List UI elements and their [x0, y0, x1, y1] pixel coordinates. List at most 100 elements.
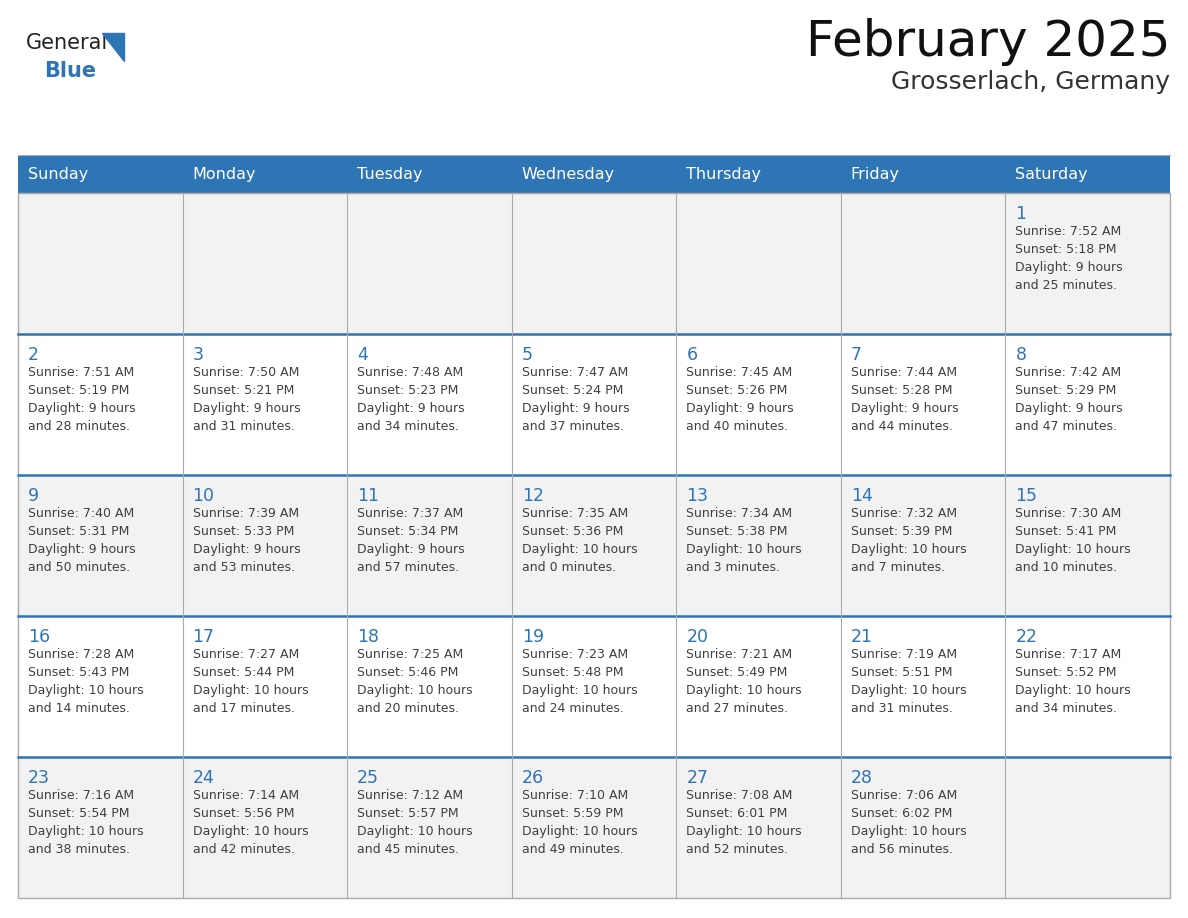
Text: Daylight: 10 hours: Daylight: 10 hours — [687, 825, 802, 838]
Text: and 25 minutes.: and 25 minutes. — [1016, 279, 1118, 292]
Text: 18: 18 — [358, 628, 379, 646]
Bar — [1005, 193, 1170, 334]
Text: and 34 minutes.: and 34 minutes. — [358, 420, 459, 433]
Text: Daylight: 9 hours: Daylight: 9 hours — [522, 402, 630, 415]
Bar — [18, 193, 1170, 898]
Text: Sunset: 5:29 PM: Sunset: 5:29 PM — [1016, 384, 1117, 397]
Bar — [512, 616, 676, 757]
Text: Tuesday: Tuesday — [358, 166, 423, 182]
Text: Sunset: 5:36 PM: Sunset: 5:36 PM — [522, 525, 623, 538]
Bar — [183, 616, 347, 757]
Text: Sunrise: 7:45 AM: Sunrise: 7:45 AM — [687, 366, 792, 379]
Text: Sunset: 5:19 PM: Sunset: 5:19 PM — [29, 384, 129, 397]
Text: Daylight: 9 hours: Daylight: 9 hours — [687, 402, 794, 415]
Text: Sunset: 5:34 PM: Sunset: 5:34 PM — [358, 525, 459, 538]
Text: and 50 minutes.: and 50 minutes. — [29, 561, 131, 574]
Bar — [1005, 757, 1170, 898]
Text: and 14 minutes.: and 14 minutes. — [29, 702, 129, 715]
Text: Sunrise: 7:25 AM: Sunrise: 7:25 AM — [358, 648, 463, 661]
Bar — [1005, 334, 1170, 475]
Bar — [512, 155, 676, 193]
Text: 26: 26 — [522, 769, 544, 787]
Text: 20: 20 — [687, 628, 708, 646]
Text: and 38 minutes.: and 38 minutes. — [29, 843, 129, 856]
Text: 13: 13 — [687, 487, 708, 505]
Text: Sunset: 5:48 PM: Sunset: 5:48 PM — [522, 666, 624, 679]
Text: 4: 4 — [358, 346, 368, 364]
Text: Sunrise: 7:35 AM: Sunrise: 7:35 AM — [522, 507, 628, 520]
Text: and 24 minutes.: and 24 minutes. — [522, 702, 624, 715]
Text: Sunset: 5:21 PM: Sunset: 5:21 PM — [192, 384, 293, 397]
Text: Sunrise: 7:17 AM: Sunrise: 7:17 AM — [1016, 648, 1121, 661]
Text: Sunrise: 7:19 AM: Sunrise: 7:19 AM — [851, 648, 958, 661]
Text: and 37 minutes.: and 37 minutes. — [522, 420, 624, 433]
Bar — [347, 334, 512, 475]
Text: Sunset: 5:46 PM: Sunset: 5:46 PM — [358, 666, 459, 679]
Text: 15: 15 — [1016, 487, 1037, 505]
Bar — [676, 334, 841, 475]
Text: Daylight: 10 hours: Daylight: 10 hours — [851, 684, 967, 697]
Bar — [18, 616, 183, 757]
Bar — [347, 757, 512, 898]
Text: Daylight: 10 hours: Daylight: 10 hours — [687, 684, 802, 697]
Text: Sunrise: 7:51 AM: Sunrise: 7:51 AM — [29, 366, 134, 379]
Text: and 45 minutes.: and 45 minutes. — [358, 843, 459, 856]
Bar — [676, 757, 841, 898]
Bar — [18, 193, 183, 334]
Text: 11: 11 — [358, 487, 379, 505]
Text: Sunset: 5:51 PM: Sunset: 5:51 PM — [851, 666, 953, 679]
Text: Sunset: 5:49 PM: Sunset: 5:49 PM — [687, 666, 788, 679]
Polygon shape — [102, 33, 124, 61]
Text: 25: 25 — [358, 769, 379, 787]
Text: Sunset: 5:31 PM: Sunset: 5:31 PM — [29, 525, 129, 538]
Text: and 52 minutes.: and 52 minutes. — [687, 843, 789, 856]
Text: Daylight: 9 hours: Daylight: 9 hours — [29, 402, 135, 415]
Text: and 20 minutes.: and 20 minutes. — [358, 702, 459, 715]
Text: 19: 19 — [522, 628, 544, 646]
Text: Wednesday: Wednesday — [522, 166, 615, 182]
Text: 3: 3 — [192, 346, 203, 364]
Text: and 31 minutes.: and 31 minutes. — [192, 420, 295, 433]
Text: February 2025: February 2025 — [805, 18, 1170, 66]
Bar — [841, 757, 1005, 898]
Text: Sunrise: 7:42 AM: Sunrise: 7:42 AM — [1016, 366, 1121, 379]
Text: Sunrise: 7:34 AM: Sunrise: 7:34 AM — [687, 507, 792, 520]
Text: Daylight: 9 hours: Daylight: 9 hours — [1016, 402, 1123, 415]
Text: 24: 24 — [192, 769, 215, 787]
Text: and 0 minutes.: and 0 minutes. — [522, 561, 615, 574]
Text: Sunset: 5:33 PM: Sunset: 5:33 PM — [192, 525, 293, 538]
Text: 10: 10 — [192, 487, 215, 505]
Text: and 56 minutes.: and 56 minutes. — [851, 843, 953, 856]
Text: Sunrise: 7:23 AM: Sunrise: 7:23 AM — [522, 648, 627, 661]
Text: Daylight: 9 hours: Daylight: 9 hours — [1016, 261, 1123, 274]
Text: Sunset: 5:23 PM: Sunset: 5:23 PM — [358, 384, 459, 397]
Text: Sunset: 5:28 PM: Sunset: 5:28 PM — [851, 384, 953, 397]
Text: Sunset: 5:43 PM: Sunset: 5:43 PM — [29, 666, 129, 679]
Text: 14: 14 — [851, 487, 873, 505]
Text: Sunrise: 7:39 AM: Sunrise: 7:39 AM — [192, 507, 298, 520]
Text: 1: 1 — [1016, 205, 1026, 223]
Text: Daylight: 10 hours: Daylight: 10 hours — [192, 825, 308, 838]
Text: Monday: Monday — [192, 166, 257, 182]
Text: Daylight: 10 hours: Daylight: 10 hours — [1016, 684, 1131, 697]
Text: Daylight: 9 hours: Daylight: 9 hours — [29, 543, 135, 556]
Text: 9: 9 — [29, 487, 39, 505]
Bar — [183, 334, 347, 475]
Text: Sunset: 5:24 PM: Sunset: 5:24 PM — [522, 384, 623, 397]
Bar — [183, 193, 347, 334]
Text: Daylight: 9 hours: Daylight: 9 hours — [192, 402, 301, 415]
Text: 8: 8 — [1016, 346, 1026, 364]
Text: Sunrise: 7:12 AM: Sunrise: 7:12 AM — [358, 789, 463, 802]
Text: and 7 minutes.: and 7 minutes. — [851, 561, 944, 574]
Bar — [841, 155, 1005, 193]
Text: Sunset: 5:44 PM: Sunset: 5:44 PM — [192, 666, 293, 679]
Text: and 34 minutes.: and 34 minutes. — [1016, 702, 1117, 715]
Text: Grosserlach, Germany: Grosserlach, Germany — [891, 70, 1170, 94]
Text: Daylight: 10 hours: Daylight: 10 hours — [522, 684, 637, 697]
Bar — [512, 334, 676, 475]
Text: 28: 28 — [851, 769, 873, 787]
Bar — [347, 155, 512, 193]
Text: Daylight: 10 hours: Daylight: 10 hours — [358, 825, 473, 838]
Text: and 49 minutes.: and 49 minutes. — [522, 843, 624, 856]
Text: Sunrise: 7:40 AM: Sunrise: 7:40 AM — [29, 507, 134, 520]
